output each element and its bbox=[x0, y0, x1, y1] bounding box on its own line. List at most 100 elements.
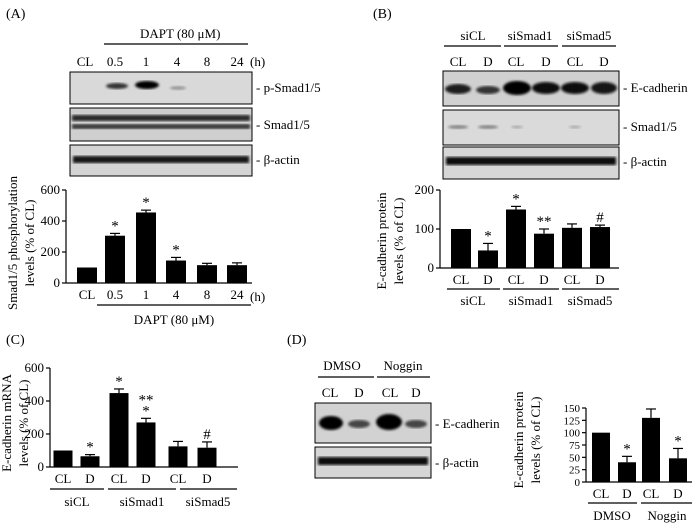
panel-d-lane-label: CL bbox=[382, 385, 399, 400]
panel-c-xgroup-label: siSmad1 bbox=[120, 494, 165, 509]
y-tick-label: 400 bbox=[41, 213, 61, 228]
blot-actin-a bbox=[69, 144, 253, 177]
significance-marker: * bbox=[115, 374, 123, 390]
y-tick-label: 100 bbox=[564, 428, 581, 440]
panel-b-lane-label: CL bbox=[508, 54, 525, 69]
bar bbox=[109, 393, 129, 467]
panel-a: (A) DAPT (80 μM) CL 0.5 1 4 8 24 (h) - p… bbox=[5, 7, 321, 327]
panel-a-lane-label: CL bbox=[77, 54, 94, 69]
x-tick-label: D bbox=[483, 272, 492, 287]
x-tick-label: CL bbox=[79, 287, 96, 302]
panel-a-treatment-label: DAPT (80 μM) bbox=[140, 26, 220, 41]
panel-b-ylabel-line1: E-cadherin protein bbox=[374, 192, 389, 290]
bar bbox=[166, 260, 186, 283]
panel-b: (B) siCL siSmad1 siSmad5 CL D CL D CL D … bbox=[373, 7, 688, 308]
bar bbox=[197, 265, 217, 283]
panel-b-lane-label: D bbox=[599, 54, 608, 69]
panel-b-lane-label: D bbox=[541, 54, 550, 69]
bar bbox=[669, 458, 687, 482]
panel-a-lane-label: 24 bbox=[231, 54, 245, 69]
x-tick-label: D bbox=[141, 471, 150, 486]
panel-d-group-label: DMSO bbox=[323, 358, 361, 373]
significance-marker: # bbox=[596, 210, 604, 226]
blot-actin-b bbox=[442, 146, 620, 180]
significance-marker: * bbox=[86, 440, 94, 456]
blot-smad-b bbox=[442, 109, 620, 146]
bar bbox=[80, 456, 100, 467]
y-tick-label: 200 bbox=[415, 182, 435, 197]
bar bbox=[478, 250, 498, 268]
bar bbox=[136, 212, 156, 283]
x-tick-label: CL bbox=[643, 486, 660, 501]
bar bbox=[506, 209, 526, 268]
significance-marker: # bbox=[203, 427, 211, 443]
significance-marker: ** bbox=[139, 392, 154, 408]
blot-label-smad: - Smad1/5 bbox=[256, 117, 310, 132]
panel-b-group-labels: siCL siSmad1 siSmad5 bbox=[444, 28, 616, 47]
significance-marker: * bbox=[674, 433, 682, 449]
blot-label-actin-a: - β-actin bbox=[256, 152, 300, 167]
bar bbox=[534, 233, 554, 268]
blot-label-ecad-d: - E-cadherin bbox=[435, 416, 500, 431]
bar bbox=[618, 462, 636, 482]
y-tick-label: 200 bbox=[25, 426, 45, 441]
x-tick-label: CL bbox=[508, 272, 525, 287]
y-tick-label: 0 bbox=[575, 477, 581, 489]
panel-a-xlabel: DAPT (80 μM) bbox=[134, 312, 214, 327]
panel-d-lane-label: CL bbox=[322, 385, 339, 400]
panel-d-lane-label: D bbox=[411, 385, 420, 400]
blot-label-actin-d: - β-actin bbox=[435, 455, 479, 470]
panel-d-x-group-labels: DMSO Noggin bbox=[588, 502, 692, 523]
panel-c-xgroup-label: siSmad5 bbox=[186, 494, 231, 509]
blot-ecad-d bbox=[314, 402, 432, 444]
significance-marker: * bbox=[172, 242, 180, 258]
significance-marker: * bbox=[142, 195, 150, 211]
panel-b-x-group-labels: siCL siSmad1 siSmad5 bbox=[447, 288, 619, 308]
y-tick-label: 0 bbox=[54, 275, 61, 290]
panel-d-group-label: Noggin bbox=[384, 358, 424, 373]
panel-a-ylabel-line1: Smad1/5 phosphorylation bbox=[5, 176, 20, 310]
x-tick-label: D bbox=[673, 486, 682, 501]
panel-d-xgroup-label: Noggin bbox=[648, 508, 688, 523]
y-tick-label: 100 bbox=[415, 221, 435, 236]
bar bbox=[590, 227, 610, 268]
panel-c-x-group-labels: siCL siSmad1 siSmad5 bbox=[50, 488, 237, 509]
panel-b-label: (B) bbox=[373, 7, 392, 22]
y-tick-label: 400 bbox=[25, 393, 45, 408]
panel-d-label: (D) bbox=[287, 333, 307, 348]
bar bbox=[105, 235, 125, 283]
x-tick-label: 24 bbox=[231, 287, 245, 302]
blot-label-ecad-b: - E-cadherin bbox=[623, 80, 688, 95]
bar bbox=[451, 229, 471, 268]
panel-a-lane-label: 0.5 bbox=[107, 54, 123, 69]
panel-a-lane-labels: CL 0.5 1 4 8 24 bbox=[77, 54, 244, 69]
significance-marker: * bbox=[142, 403, 150, 419]
x-tick-label: D bbox=[622, 486, 631, 501]
x-tick-label: CL bbox=[564, 272, 581, 287]
panel-c-xgroup-label: siCL bbox=[64, 494, 89, 509]
panel-d-ylabel-line1: E-cadherin protein bbox=[511, 391, 526, 489]
panel-d: (D) DMSO Noggin CL D CL D - E-cadherin -… bbox=[287, 333, 692, 523]
y-tick-label: 125 bbox=[564, 415, 581, 427]
bar bbox=[77, 267, 97, 283]
blot-label-p-smad: - p-Smad1/5 bbox=[256, 80, 321, 95]
blot-label-actin-b: - β-actin bbox=[623, 154, 667, 169]
x-tick-label: CL bbox=[170, 471, 187, 486]
panel-b-lane-label: CL bbox=[567, 54, 584, 69]
panel-c-ylabel-line1: E-cadherin mRNA bbox=[0, 373, 14, 471]
blot-smad bbox=[69, 107, 253, 142]
significance-marker: * bbox=[484, 228, 492, 244]
x-tick-label: 1 bbox=[143, 287, 150, 302]
panel-a-unit-top: (h) bbox=[250, 54, 265, 69]
panel-d-lane-label: D bbox=[354, 385, 363, 400]
panel-d-ylabel-line2: levels (% of CL) bbox=[528, 396, 543, 483]
bar bbox=[227, 265, 247, 283]
y-tick-label: 600 bbox=[41, 182, 61, 197]
x-tick-label: CL bbox=[55, 471, 72, 486]
panel-b-group-label: siSmad1 bbox=[508, 28, 553, 43]
panel-a-ylabel-line2: levels (% of CL) bbox=[22, 199, 37, 286]
blot-ecad-b bbox=[442, 70, 620, 107]
panel-b-lane-label: D bbox=[483, 54, 492, 69]
panel-c-ylabel-line2: levels (% of CL) bbox=[16, 379, 31, 466]
